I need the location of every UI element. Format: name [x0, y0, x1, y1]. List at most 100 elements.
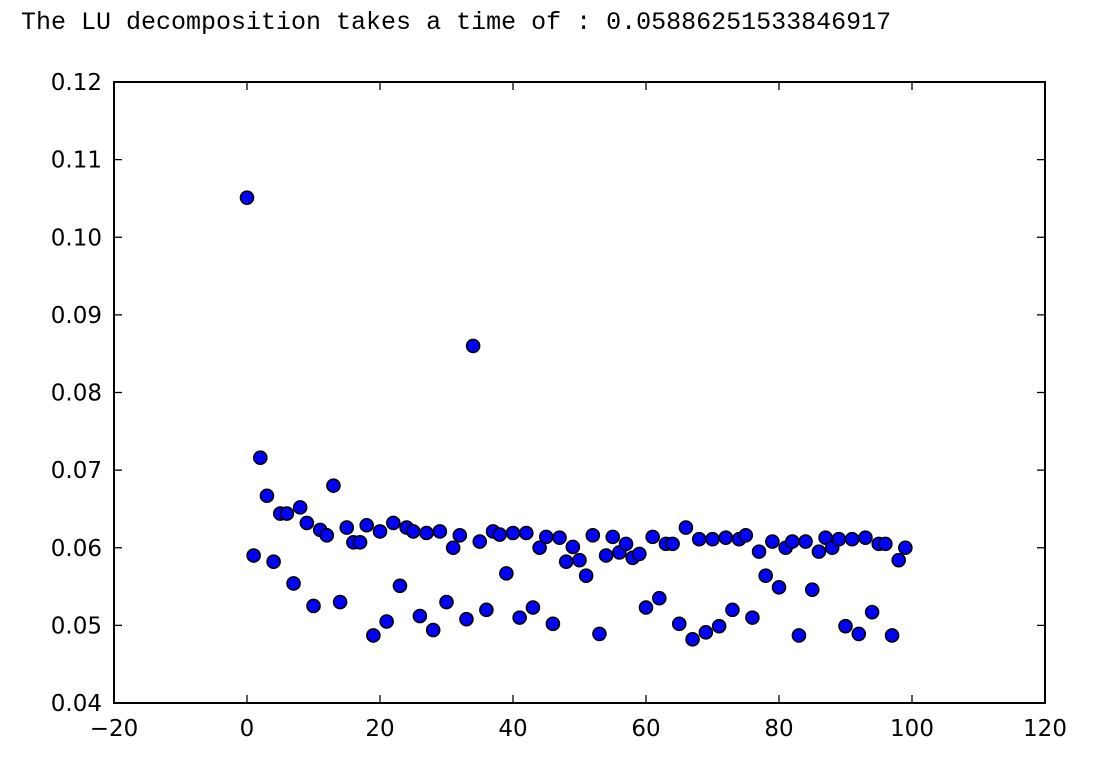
data-point — [651, 590, 667, 606]
data-point — [525, 600, 541, 615]
y-tick-label: 0.08 — [51, 381, 102, 407]
data-point — [605, 529, 621, 545]
y-tick-label: 0.05 — [51, 613, 102, 639]
data-point — [392, 578, 408, 594]
data-point — [565, 539, 581, 555]
data-point — [632, 546, 647, 562]
x-tick-label: 40 — [498, 716, 527, 742]
data-point — [465, 338, 481, 354]
data-point — [758, 568, 774, 583]
data-point — [671, 616, 687, 632]
data-point — [359, 517, 375, 533]
data-point — [592, 626, 607, 642]
x-tick-label: 0 — [240, 716, 255, 742]
data-point — [811, 544, 827, 559]
data-point — [552, 530, 567, 545]
y-tick-label: 0.11 — [51, 148, 102, 174]
data-point — [678, 520, 694, 535]
data-point — [459, 611, 474, 627]
data-point — [239, 190, 255, 205]
data-point — [638, 600, 654, 615]
y-tick-label: 0.04 — [51, 691, 102, 717]
data-point — [645, 529, 660, 545]
data-point — [798, 534, 813, 549]
data-point — [691, 531, 707, 547]
data-point — [884, 628, 900, 643]
y-tick-label: 0.12 — [51, 70, 102, 96]
data-point — [512, 610, 527, 625]
data-point — [765, 534, 780, 549]
data-point — [851, 626, 867, 642]
x-tick-label: 120 — [1023, 716, 1067, 742]
data-point — [738, 528, 754, 543]
data-point — [725, 602, 740, 618]
data-point — [425, 622, 441, 638]
y-tick-label: 0.07 — [51, 458, 102, 484]
data-point — [784, 534, 800, 549]
data-point — [339, 520, 355, 535]
data-point — [472, 534, 488, 549]
data-point — [412, 608, 428, 624]
data-point — [718, 530, 734, 545]
data-point — [292, 500, 308, 515]
plot-frame — [113, 81, 1046, 704]
data-point — [891, 552, 907, 568]
data-point — [266, 554, 281, 570]
data-point — [326, 478, 341, 493]
y-tick-label: 0.06 — [51, 536, 102, 562]
data-point — [445, 540, 461, 556]
data-point — [665, 536, 680, 552]
data-point — [771, 580, 787, 595]
x-tick-label: 100 — [890, 716, 934, 742]
data-point — [878, 536, 893, 552]
data-point — [259, 488, 275, 504]
x-tick-label: 60 — [631, 716, 660, 742]
data-point — [279, 506, 295, 521]
data-point — [831, 531, 847, 547]
data-point — [711, 618, 727, 634]
data-point — [585, 528, 601, 543]
data-point — [572, 552, 587, 568]
data-point — [598, 548, 614, 563]
data-point — [858, 530, 873, 545]
data-point — [492, 527, 508, 542]
data-point — [791, 628, 807, 643]
data-point — [532, 540, 547, 556]
data-point — [452, 528, 468, 543]
data-point — [618, 536, 634, 552]
data-point — [419, 525, 434, 541]
data-point — [558, 554, 574, 570]
data-point — [246, 548, 261, 563]
data-point — [838, 618, 853, 634]
data-point — [286, 576, 301, 591]
data-point — [751, 544, 767, 559]
data-point — [319, 528, 335, 543]
data-point — [745, 610, 760, 625]
data-point — [698, 625, 714, 640]
data-point — [306, 598, 321, 614]
data-point — [372, 524, 388, 539]
data-point — [366, 628, 381, 643]
x-tick-label: 80 — [764, 716, 793, 742]
data-point — [898, 540, 913, 556]
x-tick-label: −20 — [90, 716, 139, 742]
data-point — [538, 529, 554, 545]
data-point — [499, 566, 514, 581]
data-point — [844, 531, 860, 547]
data-point — [578, 568, 594, 583]
data-point — [299, 515, 315, 531]
data-point — [864, 604, 880, 620]
data-point — [439, 594, 454, 610]
output-text: The LU decomposition takes a time of : 0… — [21, 8, 892, 37]
y-tick-label: 0.10 — [51, 225, 102, 251]
x-tick-label: 20 — [365, 716, 394, 742]
data-point — [505, 525, 521, 541]
data-point — [804, 582, 820, 597]
data-point — [432, 524, 448, 539]
data-point — [705, 531, 720, 547]
data-point — [252, 450, 268, 466]
data-point — [545, 616, 561, 632]
y-tick-label: 0.09 — [51, 303, 102, 329]
data-point — [352, 535, 368, 550]
